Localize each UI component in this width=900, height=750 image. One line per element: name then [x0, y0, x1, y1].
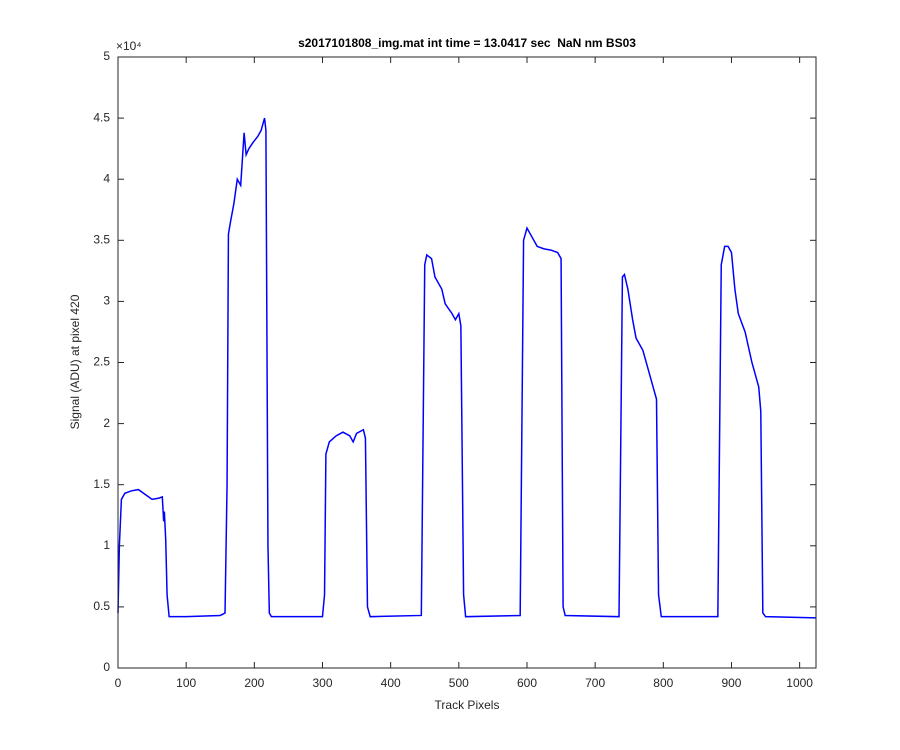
- y-axis-label: Signal (ADU) at pixel 420: [68, 294, 82, 429]
- x-tick-label: 500: [449, 676, 469, 690]
- x-tick-label: 900: [721, 676, 741, 690]
- x-axis-label: Track Pixels: [435, 698, 500, 712]
- x-tick-label: 100: [176, 676, 196, 690]
- x-tick-label: 300: [312, 676, 332, 690]
- y-tick-label: 1.5: [93, 477, 110, 491]
- data-line: [117, 117, 817, 619]
- x-tick-label: 400: [381, 676, 401, 690]
- y-tick-label: 2.5: [93, 355, 110, 369]
- y-tick-label: 1: [103, 538, 110, 552]
- y-tick-label: 0: [103, 660, 110, 674]
- y-tick-label: 0.5: [93, 599, 110, 613]
- y-tick-label: 5: [103, 49, 110, 63]
- axes-box: [117, 56, 817, 669]
- y-tick-label: 3: [103, 294, 110, 308]
- y-tick-label: 2: [103, 416, 110, 430]
- x-tick-label: 0: [115, 676, 122, 690]
- x-tick-label: 600: [517, 676, 537, 690]
- x-tick-label: 200: [244, 676, 264, 690]
- y-tick-label: 4.5: [93, 110, 110, 124]
- y-exponent-label: ×10⁴: [116, 39, 142, 53]
- x-tick-label: 700: [585, 676, 605, 690]
- x-tick-label: 800: [653, 676, 673, 690]
- y-tick-label: 3.5: [93, 232, 110, 246]
- x-tick-label: 1000: [786, 676, 813, 690]
- chart-title: s2017101808_img.mat int time = 13.0417 s…: [298, 36, 636, 50]
- y-tick-label: 4: [103, 171, 110, 185]
